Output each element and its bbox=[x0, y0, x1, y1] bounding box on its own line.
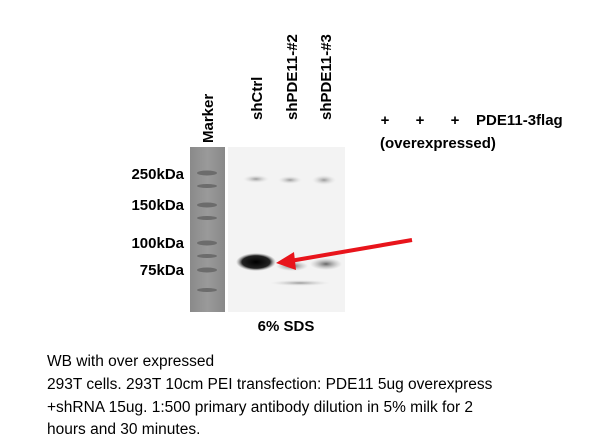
caption-line: +shRNA 15ug. 1:500 primary antibody dilu… bbox=[47, 399, 473, 416]
blot bbox=[228, 147, 345, 312]
size-label: 75kDa bbox=[140, 262, 185, 279]
marker-bands bbox=[197, 170, 217, 292]
lane-label: shPDE11-#3 bbox=[318, 34, 335, 120]
band bbox=[278, 176, 302, 184]
band bbox=[270, 280, 330, 286]
band bbox=[310, 258, 342, 270]
size-label: 250kDa bbox=[131, 166, 184, 183]
band bbox=[243, 175, 269, 183]
size-label: 100kDa bbox=[131, 235, 184, 252]
caption-line: 293T cells. 293T 10cm PEI transfection: … bbox=[47, 376, 493, 393]
arrow-head bbox=[276, 252, 296, 270]
lane-label: shPDE11-#2 bbox=[284, 34, 301, 120]
caption-line: hours and 30 minutes. bbox=[47, 421, 200, 438]
construct-label: PDE11-3flag bbox=[476, 112, 563, 129]
plus-sign: + bbox=[451, 112, 460, 129]
size-label: 150kDa bbox=[131, 197, 184, 214]
lane-label: shCtrl bbox=[249, 77, 266, 120]
lane-label: Marker bbox=[200, 94, 217, 143]
band bbox=[312, 175, 336, 185]
construct-note: (overexpressed) bbox=[380, 135, 496, 152]
arrow bbox=[289, 238, 413, 263]
caption-title: WB with over expressed bbox=[47, 353, 214, 370]
gel-label: 6% SDS bbox=[258, 318, 315, 335]
plus-sign: + bbox=[381, 112, 390, 129]
band bbox=[236, 253, 276, 271]
plus-sign: + bbox=[416, 112, 425, 129]
